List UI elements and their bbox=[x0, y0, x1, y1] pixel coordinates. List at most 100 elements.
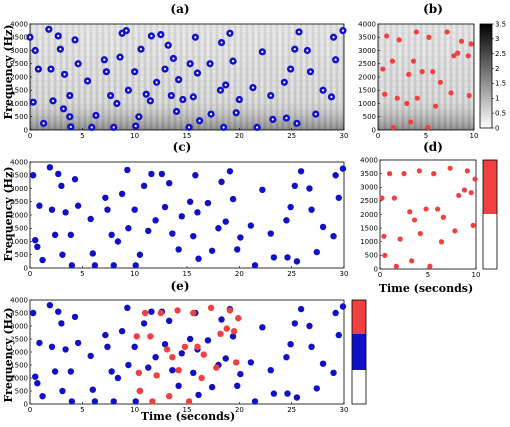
data-point bbox=[389, 58, 395, 64]
data-point bbox=[102, 331, 109, 339]
data-point bbox=[74, 202, 82, 209]
data-point-center bbox=[238, 98, 241, 101]
data-point bbox=[135, 369, 143, 376]
x-tick-label: 10 bbox=[130, 406, 139, 414]
data-point bbox=[59, 387, 66, 395]
data-point bbox=[132, 262, 139, 269]
data-point bbox=[175, 367, 182, 374]
data-point-center bbox=[139, 48, 143, 51]
data-point bbox=[259, 324, 266, 331]
y-tick-label: 2500 bbox=[360, 197, 378, 205]
x-tick-label: 25 bbox=[287, 406, 296, 414]
data-point bbox=[404, 100, 410, 107]
data-point bbox=[308, 343, 315, 350]
data-point bbox=[125, 225, 132, 232]
data-point bbox=[384, 33, 390, 39]
data-point bbox=[102, 194, 109, 201]
data-point bbox=[48, 206, 56, 213]
y-tick-label: 2000 bbox=[10, 73, 28, 81]
data-point-center bbox=[57, 34, 60, 38]
data-point bbox=[124, 304, 131, 311]
y-tick-label: 3000 bbox=[10, 185, 28, 193]
data-point bbox=[67, 368, 75, 375]
data-point bbox=[218, 178, 225, 186]
data-point-center bbox=[73, 38, 77, 42]
data-point bbox=[229, 195, 237, 203]
data-point bbox=[198, 374, 205, 382]
data-point bbox=[58, 320, 65, 327]
y-tick-label: 500 bbox=[365, 252, 378, 260]
data-point bbox=[291, 320, 299, 327]
data-point-center bbox=[189, 62, 192, 65]
data-point bbox=[175, 246, 182, 253]
x-tick-label: 5 bbox=[426, 271, 430, 279]
data-point bbox=[62, 209, 69, 216]
data-point bbox=[208, 247, 216, 254]
data-point bbox=[39, 256, 46, 264]
data-point-center bbox=[32, 101, 35, 104]
data-point bbox=[51, 231, 59, 239]
data-point bbox=[194, 343, 201, 350]
data-point bbox=[222, 355, 229, 362]
data-point-center bbox=[86, 79, 89, 83]
data-point bbox=[417, 230, 423, 237]
data-point bbox=[118, 190, 126, 197]
data-point-center bbox=[37, 67, 40, 71]
data-point-center bbox=[62, 107, 65, 110]
data-point bbox=[293, 394, 301, 401]
y-tick-label: 1500 bbox=[358, 87, 376, 95]
panel-b: 0 5 10 0 500 1000 1500 2000 2500 3000 3500 4000 bbox=[358, 20, 478, 140]
data-point-center bbox=[112, 126, 115, 129]
data-point-center bbox=[228, 32, 232, 35]
y-tick-label: 1000 bbox=[358, 100, 376, 108]
data-point bbox=[68, 398, 76, 405]
data-point bbox=[451, 53, 457, 59]
data-point-center bbox=[149, 99, 152, 102]
data-point bbox=[32, 236, 39, 244]
x-tick-label: 5 bbox=[424, 132, 428, 140]
data-point bbox=[470, 222, 476, 228]
data-point bbox=[306, 185, 313, 192]
x-tick-label: 25 bbox=[287, 270, 296, 278]
data-point bbox=[409, 258, 415, 264]
data-point bbox=[174, 307, 181, 314]
data-point bbox=[396, 37, 402, 43]
data-point bbox=[437, 79, 443, 85]
data-point bbox=[283, 354, 290, 361]
data-point bbox=[148, 308, 155, 315]
data-point bbox=[140, 320, 148, 327]
data-point bbox=[87, 352, 94, 360]
panel-c: 0 5 10 15 20 25 30 0 500 1000 1500 2000 2500 3000 3500… bbox=[10, 158, 348, 278]
data-point bbox=[36, 339, 43, 347]
data-point-center bbox=[251, 86, 255, 89]
data-point-center bbox=[115, 102, 118, 105]
data-point-center bbox=[222, 126, 225, 129]
data-point-center bbox=[163, 67, 167, 71]
data-point bbox=[226, 168, 234, 175]
y-tick-label: 500 bbox=[363, 113, 376, 121]
colorbar-tick-label: 0.5 bbox=[495, 109, 506, 117]
data-point bbox=[59, 251, 66, 258]
data-point bbox=[468, 41, 474, 47]
data-point bbox=[190, 309, 197, 317]
data-point bbox=[427, 263, 433, 269]
data-point bbox=[175, 382, 182, 389]
data-point-center bbox=[269, 94, 272, 97]
data-point bbox=[181, 343, 189, 350]
colorbar-e bbox=[351, 299, 367, 405]
data-point bbox=[232, 359, 240, 366]
data-point bbox=[158, 170, 166, 178]
data-point bbox=[147, 333, 154, 340]
y-tick-label: 3500 bbox=[360, 170, 378, 178]
y-tick-label: 3500 bbox=[10, 172, 28, 180]
data-point-center bbox=[94, 114, 98, 117]
data-point bbox=[410, 58, 417, 64]
data-point-center bbox=[293, 48, 296, 51]
data-point bbox=[380, 66, 386, 72]
data-point bbox=[118, 328, 126, 335]
data-point bbox=[141, 309, 149, 317]
y-tick-label: 3000 bbox=[10, 322, 28, 330]
data-point bbox=[425, 124, 431, 130]
panel-e-ylabel: Frequency (Hz) bbox=[2, 307, 15, 402]
data-point bbox=[313, 385, 320, 392]
